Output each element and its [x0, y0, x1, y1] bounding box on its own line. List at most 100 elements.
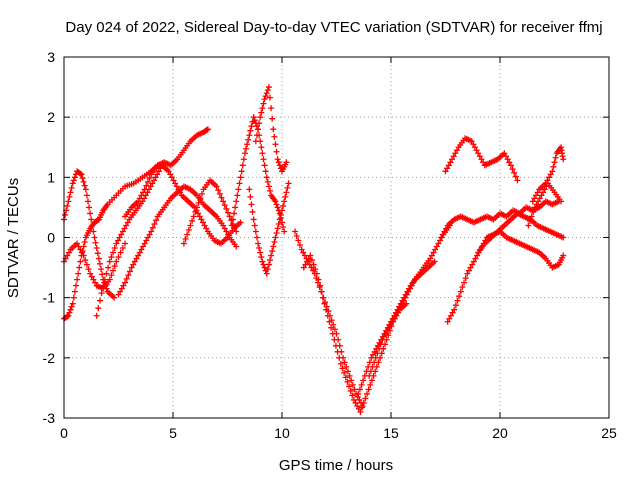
data-point [253, 123, 260, 130]
data-point [252, 228, 259, 235]
data-point [271, 133, 278, 140]
data-point [144, 178, 151, 185]
data-point [80, 178, 87, 185]
data-point [371, 359, 378, 366]
data-point [74, 276, 81, 283]
data-point [165, 168, 172, 175]
data-point [144, 234, 151, 241]
data-point [193, 204, 200, 211]
data-point [318, 288, 325, 295]
y-tick-label: -3 [43, 410, 56, 426]
data-point [83, 261, 90, 268]
data-point [275, 159, 282, 166]
data-point [146, 231, 153, 238]
data-points [61, 84, 567, 415]
data-point [293, 232, 300, 239]
data-point [98, 290, 105, 297]
data-point [343, 363, 350, 370]
data-point [336, 342, 343, 349]
data-point [367, 368, 374, 375]
data-point [355, 405, 362, 412]
data-point [155, 168, 162, 175]
data-point [143, 237, 150, 244]
data-point [354, 402, 361, 409]
data-point [84, 198, 91, 205]
data-point [180, 240, 187, 247]
data-point [349, 392, 356, 399]
data-point [474, 252, 481, 259]
data-point [272, 141, 279, 148]
data-point [403, 291, 410, 298]
data-point [246, 132, 253, 139]
data-point [367, 381, 374, 388]
data-point [233, 243, 240, 250]
data-point [285, 180, 292, 187]
data-point [140, 243, 147, 250]
data-point [432, 246, 439, 253]
data-point [265, 261, 272, 268]
data-point [154, 171, 161, 178]
data-point [269, 115, 276, 122]
data-point [168, 174, 175, 181]
data-point [247, 193, 254, 200]
data-point [255, 240, 262, 247]
series-track-8 [228, 114, 288, 235]
chart-title: Day 024 of 2022, Sidereal Day-to-day VTE… [65, 19, 602, 36]
data-point [115, 291, 122, 298]
data-point [83, 192, 90, 199]
data-point [530, 208, 537, 215]
data-point [192, 208, 199, 215]
data-point [342, 374, 349, 381]
data-point [470, 258, 477, 265]
data-point [76, 264, 83, 271]
data-point [273, 229, 280, 236]
data-point [374, 350, 381, 357]
series-track-5 [115, 183, 240, 298]
data-point [275, 220, 282, 227]
data-point [149, 180, 156, 187]
data-point [220, 222, 227, 229]
data-point [80, 252, 87, 259]
data-point [476, 153, 483, 160]
data-point [257, 114, 264, 121]
data-point [138, 246, 145, 253]
data-point [308, 264, 315, 271]
data-point [296, 242, 303, 249]
x-tick-label: 20 [492, 425, 508, 441]
x-tick-label: 15 [383, 425, 399, 441]
data-point [344, 378, 351, 385]
data-point [263, 90, 270, 97]
data-point [187, 222, 194, 229]
data-point [250, 216, 257, 223]
data-point [111, 263, 118, 270]
data-point [470, 141, 477, 148]
data-point [301, 252, 308, 259]
data-point [526, 217, 533, 224]
data-point [197, 195, 204, 202]
data-point [325, 308, 332, 315]
y-tick-label: 0 [47, 230, 55, 246]
data-point [81, 182, 88, 189]
data-point [340, 354, 347, 361]
data-point [90, 228, 97, 235]
data-point [225, 231, 232, 238]
data-point [215, 187, 222, 194]
series-track-10 [246, 180, 292, 277]
data-point [136, 249, 143, 256]
data-point [298, 246, 305, 253]
data-point [531, 204, 538, 211]
data-point [365, 386, 372, 393]
data-point [475, 150, 482, 157]
data-point [237, 219, 244, 226]
data-point [64, 252, 71, 259]
data-point [203, 225, 210, 232]
data-point [265, 183, 272, 190]
data-point [439, 231, 446, 238]
data-point [245, 136, 252, 143]
data-point [552, 154, 559, 161]
data-point [246, 186, 253, 193]
data-point [233, 228, 240, 235]
data-point [272, 198, 279, 205]
data-point [77, 170, 84, 177]
data-point [247, 127, 254, 134]
